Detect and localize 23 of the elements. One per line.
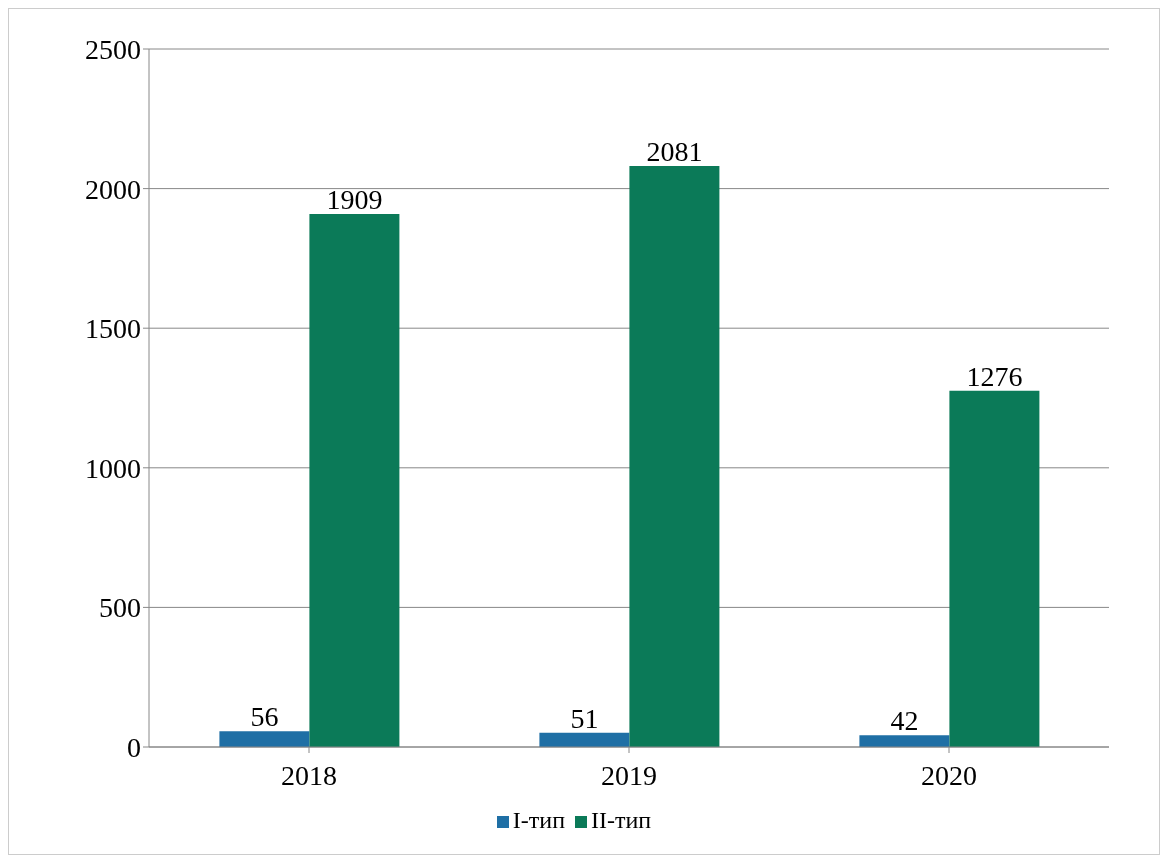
data-label: 56: [250, 701, 279, 733]
data-label: 2081: [646, 135, 703, 167]
y-tick-label: 2500: [85, 33, 141, 65]
legend-label: II-тип: [591, 807, 652, 833]
bar: [309, 214, 400, 747]
bar: [539, 732, 630, 747]
y-tick-label: 1500: [85, 313, 141, 345]
x-tick-label: 2018: [281, 759, 337, 791]
y-tick-label: 500: [99, 592, 141, 624]
y-tick-label: 0: [127, 731, 141, 763]
bar: [949, 390, 1040, 747]
data-label: 42: [890, 705, 919, 737]
bar: [219, 731, 310, 747]
legend-label: I-тип: [512, 807, 565, 833]
y-tick-label: 1000: [85, 452, 141, 484]
data-label: 51: [570, 702, 599, 734]
x-tick-label: 2019: [601, 759, 657, 791]
data-label: 1276: [966, 360, 1023, 392]
bar: [629, 165, 720, 747]
data-label: 1909: [326, 184, 383, 216]
x-tick-label: 2020: [921, 759, 977, 791]
bar: [859, 735, 950, 747]
y-tick-label: 2000: [85, 173, 141, 205]
